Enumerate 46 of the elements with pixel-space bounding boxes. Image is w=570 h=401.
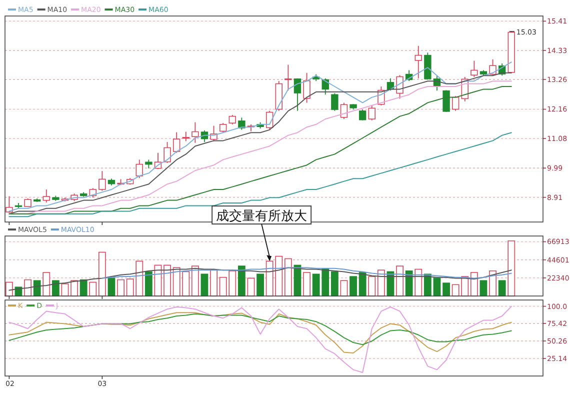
bar: [144, 271, 152, 296]
bar: [210, 270, 218, 296]
bar: [33, 280, 41, 296]
bar: [191, 266, 199, 296]
bar: [284, 258, 292, 296]
bar: [52, 280, 60, 296]
bar: [42, 272, 50, 296]
bar: [5, 282, 13, 296]
bar: [405, 270, 413, 296]
bar: [164, 264, 171, 296]
candlestick: [275, 80, 282, 112]
bar: [70, 280, 78, 296]
bar: [368, 276, 376, 296]
bar: [24, 279, 32, 296]
bar: [396, 266, 404, 296]
bar: [89, 282, 97, 296]
line-series: [8, 267, 512, 291]
bar: [98, 252, 106, 296]
bar: [377, 270, 385, 296]
bar: [238, 266, 246, 296]
bar: [200, 274, 208, 296]
candlestick: [284, 64, 292, 91]
annotation: 成交量有所放大: [216, 208, 308, 224]
candlestick: [108, 178, 116, 186]
bar: [424, 274, 432, 296]
bar: [358, 272, 366, 296]
bar: [489, 270, 496, 296]
bar: [498, 280, 506, 296]
bar: [340, 280, 348, 296]
bar: [414, 268, 422, 296]
candlestick: [80, 192, 88, 198]
line-series: [102, 267, 512, 279]
line-series: [8, 313, 512, 346]
candlestick: [414, 45, 422, 79]
bar: [442, 282, 450, 296]
candlestick: [42, 189, 50, 203]
bar: [508, 240, 516, 296]
bar: [480, 280, 488, 296]
bar: [330, 271, 338, 296]
bar: [80, 279, 88, 296]
line-series: [8, 312, 512, 354]
bar: [303, 272, 310, 296]
bar: [117, 279, 124, 296]
bar: [256, 274, 264, 296]
bar: [350, 276, 357, 296]
bar: [470, 272, 478, 296]
